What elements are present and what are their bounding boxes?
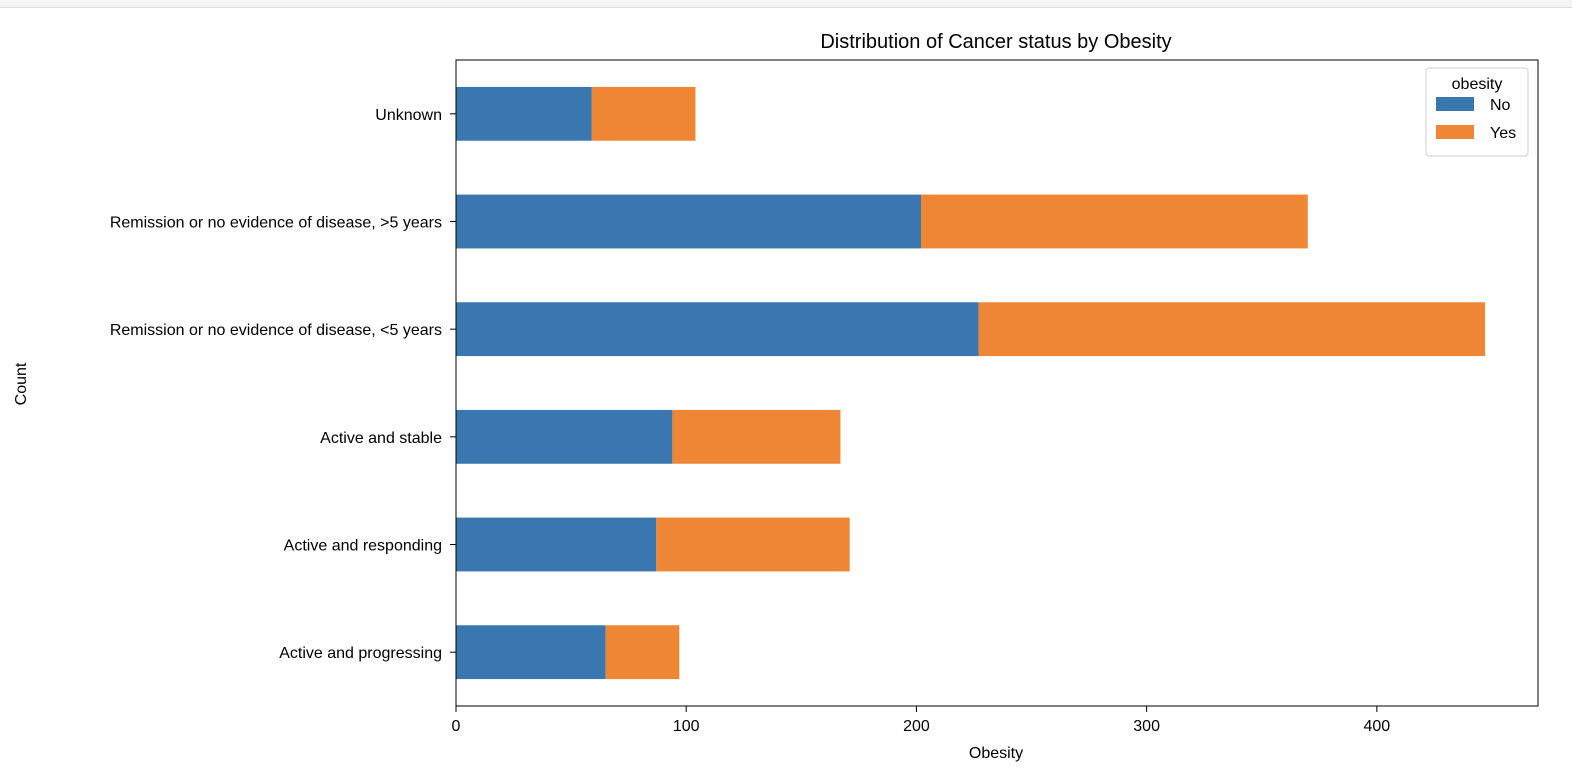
bars-group [456, 86, 1486, 680]
bar-no-2 [456, 409, 673, 464]
x-tick-label: 400 [1363, 718, 1390, 735]
y-axis-label: Count [13, 362, 30, 405]
y-tick-label: Active and progressing [279, 645, 442, 662]
bar-no-1 [456, 517, 657, 572]
bar-yes-4 [921, 194, 1308, 249]
legend-swatch-yes [1436, 125, 1474, 139]
x-axis-label: Obesity [969, 745, 1023, 762]
x-ticks-group: 0 100 200 300 400 [452, 706, 1390, 735]
x-tick-label: 300 [1133, 718, 1160, 735]
bar-yes-1 [656, 517, 850, 572]
y-ticks-group: Active and progressing Active and respond… [110, 107, 456, 662]
legend-swatch-no [1436, 97, 1474, 111]
chart-title: Distribution of Cancer status by Obesity [820, 31, 1171, 53]
bar-yes-2 [672, 409, 841, 464]
x-tick-label: 200 [903, 718, 930, 735]
x-tick-label: 100 [673, 718, 700, 735]
legend-label-yes: Yes [1490, 125, 1516, 142]
bar-yes-3 [978, 302, 1486, 357]
y-tick-label: Unknown [375, 107, 442, 124]
bar-no-4 [456, 194, 922, 249]
plot-frame [455, 59, 1539, 707]
y-tick-label: Active and responding [284, 538, 442, 555]
legend: obesity No Yes [1425, 67, 1529, 157]
y-tick-label: Remission or no evidence of disease, <5 … [110, 322, 442, 339]
bar-no-0 [456, 625, 606, 680]
notebook-top-strip [0, 0, 1572, 8]
bar-yes-0 [605, 625, 680, 680]
y-tick-label: Remission or no evidence of disease, >5 … [110, 215, 442, 232]
legend-title: obesity [1452, 76, 1503, 93]
bar-no-5 [456, 86, 592, 141]
y-tick-label: Active and stable [320, 430, 442, 447]
x-tick-label: 0 [452, 718, 461, 735]
bar-yes-5 [591, 86, 696, 141]
legend-label-no: No [1490, 97, 1511, 114]
bar-no-3 [456, 302, 979, 357]
